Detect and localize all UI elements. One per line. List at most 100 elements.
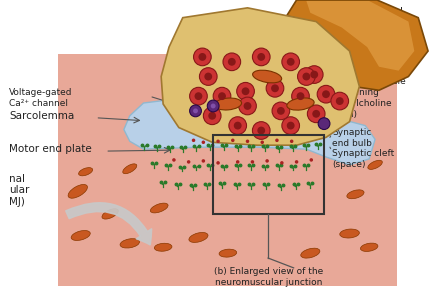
Ellipse shape: [340, 229, 359, 238]
Circle shape: [199, 68, 217, 85]
Ellipse shape: [68, 184, 87, 198]
Circle shape: [266, 79, 284, 97]
Polygon shape: [306, 1, 414, 71]
Circle shape: [213, 87, 231, 105]
Circle shape: [282, 117, 300, 134]
Circle shape: [297, 92, 305, 100]
Circle shape: [253, 122, 270, 139]
Circle shape: [208, 112, 216, 120]
Ellipse shape: [123, 164, 137, 174]
Circle shape: [297, 68, 315, 85]
Text: Synaptic vesicle
containing
acetylcholine
(ACh): Synaptic vesicle containing acetylcholin…: [332, 77, 406, 119]
Text: Synaptic
end bulb: Synaptic end bulb: [332, 127, 372, 148]
Circle shape: [231, 139, 234, 142]
Polygon shape: [124, 96, 336, 149]
Bar: [213, 135, 324, 214]
Ellipse shape: [301, 248, 320, 258]
Ellipse shape: [347, 190, 364, 199]
Circle shape: [198, 53, 206, 61]
Circle shape: [251, 160, 254, 164]
Circle shape: [271, 84, 279, 92]
Circle shape: [216, 161, 220, 165]
Circle shape: [234, 122, 242, 129]
Circle shape: [236, 160, 239, 164]
Circle shape: [244, 102, 251, 110]
Circle shape: [309, 158, 313, 162]
Circle shape: [229, 117, 246, 134]
Circle shape: [331, 92, 349, 110]
Circle shape: [192, 139, 195, 142]
Circle shape: [282, 53, 300, 71]
Circle shape: [302, 73, 310, 80]
Text: (b) Enlarged view of the
neuromuscular junction: (b) Enlarged view of the neuromuscular j…: [214, 267, 324, 287]
Ellipse shape: [79, 168, 93, 176]
Text: Axon terminal: Axon terminal: [330, 7, 403, 38]
Circle shape: [204, 73, 212, 80]
Circle shape: [336, 97, 344, 105]
Circle shape: [310, 71, 318, 79]
Ellipse shape: [368, 160, 382, 169]
Circle shape: [237, 82, 254, 100]
Ellipse shape: [189, 233, 208, 242]
Ellipse shape: [120, 239, 139, 248]
Circle shape: [207, 100, 219, 112]
Circle shape: [202, 141, 205, 144]
FancyArrowPatch shape: [66, 203, 151, 245]
Circle shape: [258, 53, 265, 61]
Circle shape: [203, 107, 221, 125]
Circle shape: [292, 87, 309, 105]
Circle shape: [275, 139, 279, 142]
Circle shape: [290, 139, 293, 143]
Ellipse shape: [361, 243, 378, 251]
Circle shape: [305, 66, 323, 84]
Circle shape: [287, 122, 295, 129]
Circle shape: [287, 58, 295, 66]
Circle shape: [280, 161, 284, 165]
Text: Sarcolemma: Sarcolemma: [9, 111, 74, 121]
Ellipse shape: [155, 243, 172, 251]
Circle shape: [187, 160, 190, 164]
Circle shape: [202, 159, 205, 163]
Circle shape: [322, 90, 330, 98]
Circle shape: [194, 48, 211, 66]
Circle shape: [318, 118, 330, 129]
Circle shape: [172, 158, 176, 162]
Circle shape: [218, 92, 226, 100]
Ellipse shape: [151, 203, 168, 213]
Circle shape: [266, 159, 269, 163]
Circle shape: [261, 141, 264, 144]
Text: Synaptic cleft
(space): Synaptic cleft (space): [332, 149, 394, 169]
Polygon shape: [287, 0, 428, 90]
Ellipse shape: [253, 70, 281, 83]
Circle shape: [223, 53, 241, 71]
Circle shape: [211, 104, 216, 109]
Circle shape: [272, 102, 289, 120]
Circle shape: [239, 97, 256, 115]
Polygon shape: [161, 8, 359, 145]
Ellipse shape: [102, 209, 118, 219]
Text: Ca²⁺: Ca²⁺: [186, 20, 211, 31]
Circle shape: [246, 139, 249, 143]
Ellipse shape: [214, 98, 242, 110]
Text: nal: nal: [9, 173, 25, 184]
Circle shape: [216, 139, 220, 143]
Text: Motor end plate: Motor end plate: [9, 144, 92, 154]
Circle shape: [193, 109, 198, 113]
Polygon shape: [306, 110, 375, 165]
Ellipse shape: [219, 249, 237, 257]
Polygon shape: [58, 54, 396, 285]
Circle shape: [190, 105, 202, 117]
Circle shape: [253, 48, 270, 66]
Circle shape: [258, 127, 265, 134]
Circle shape: [295, 160, 298, 164]
Circle shape: [277, 107, 285, 115]
Circle shape: [228, 58, 236, 66]
Ellipse shape: [287, 98, 314, 110]
Circle shape: [307, 105, 325, 123]
Circle shape: [317, 85, 335, 103]
Circle shape: [312, 110, 320, 118]
Text: Nerve impulse: Nerve impulse: [330, 32, 405, 63]
Text: ular
MJ): ular MJ): [9, 185, 29, 207]
Circle shape: [190, 87, 207, 105]
Circle shape: [242, 87, 250, 95]
